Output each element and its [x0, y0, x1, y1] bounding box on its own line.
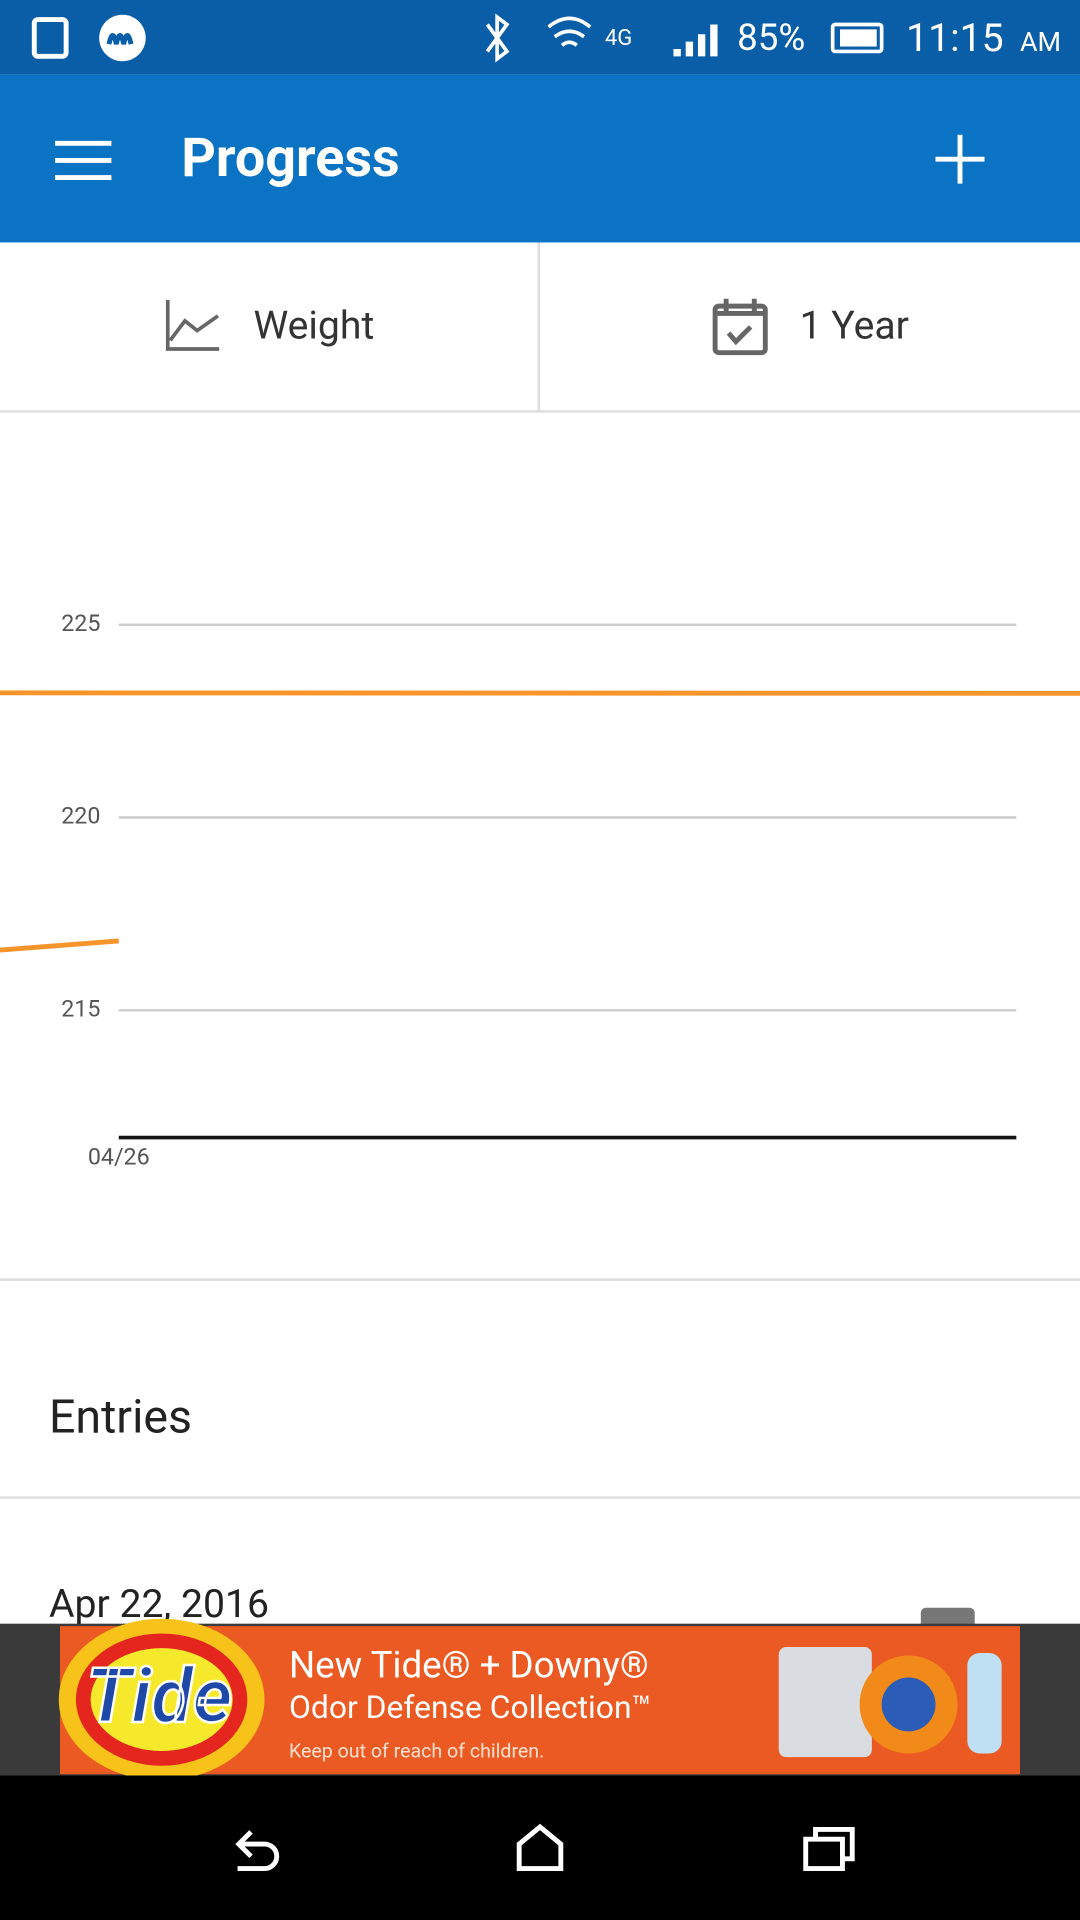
nav-bar — [0, 1775, 1080, 1920]
app-title: Progress — [181, 127, 399, 190]
ad-banner[interactable]: Tide New Tide® + Downy® Odor Defense Col… — [58, 1618, 1020, 1781]
calendar-icon — [715, 298, 766, 346]
y-tick-label: 215 — [61, 994, 100, 1022]
add-button[interactable] — [935, 134, 985, 184]
battery-percent: 85% — [737, 16, 805, 59]
chart-icon — [165, 300, 220, 351]
clock-ampm: AM — [1020, 26, 1061, 58]
weight-tab[interactable]: Weight — [165, 300, 375, 351]
ad-text: Keep out of reach of children. — [289, 1739, 544, 1762]
ad-product — [881, 1677, 936, 1732]
menu-button[interactable] — [55, 140, 112, 180]
clock: 11:15 — [906, 15, 1004, 61]
recents-button[interactable] — [803, 1826, 855, 1872]
weight-line — [0, 690, 1080, 953]
home-button[interactable] — [516, 1823, 564, 1872]
ad-logo — [90, 1648, 233, 1752]
app-bar — [0, 74, 1080, 243]
status-bar — [0, 0, 1080, 75]
bluetooth-icon — [485, 13, 510, 63]
menu-icon — [55, 140, 112, 180]
tab-label: Weight — [253, 303, 374, 349]
battery-icon — [840, 29, 877, 47]
ad-product — [778, 1646, 872, 1758]
signal-icon — [673, 24, 718, 57]
calendar-icon — [712, 303, 768, 356]
status-icon — [31, 17, 69, 59]
y-tick-label: 225 — [61, 609, 100, 637]
tab-label: 1 Year — [800, 303, 909, 349]
ad-text: New Tide® + Downy® — [289, 1643, 649, 1686]
x-tick-label: 04/26 — [88, 1143, 150, 1171]
status-icon — [106, 33, 134, 45]
ad-text: Odor Defense Collection™ — [289, 1688, 651, 1726]
entries-heading: Entries — [49, 1391, 192, 1445]
y-tick-label: 220 — [61, 802, 100, 830]
ad-product — [967, 1653, 1002, 1754]
ad-brand: Tide — [86, 1652, 232, 1741]
back-button[interactable] — [235, 1830, 280, 1872]
network-label: 4G — [605, 26, 632, 51]
wifi-icon — [547, 16, 592, 47]
battery-icon — [830, 22, 884, 54]
range-tab[interactable]: 1 Year — [712, 298, 909, 356]
